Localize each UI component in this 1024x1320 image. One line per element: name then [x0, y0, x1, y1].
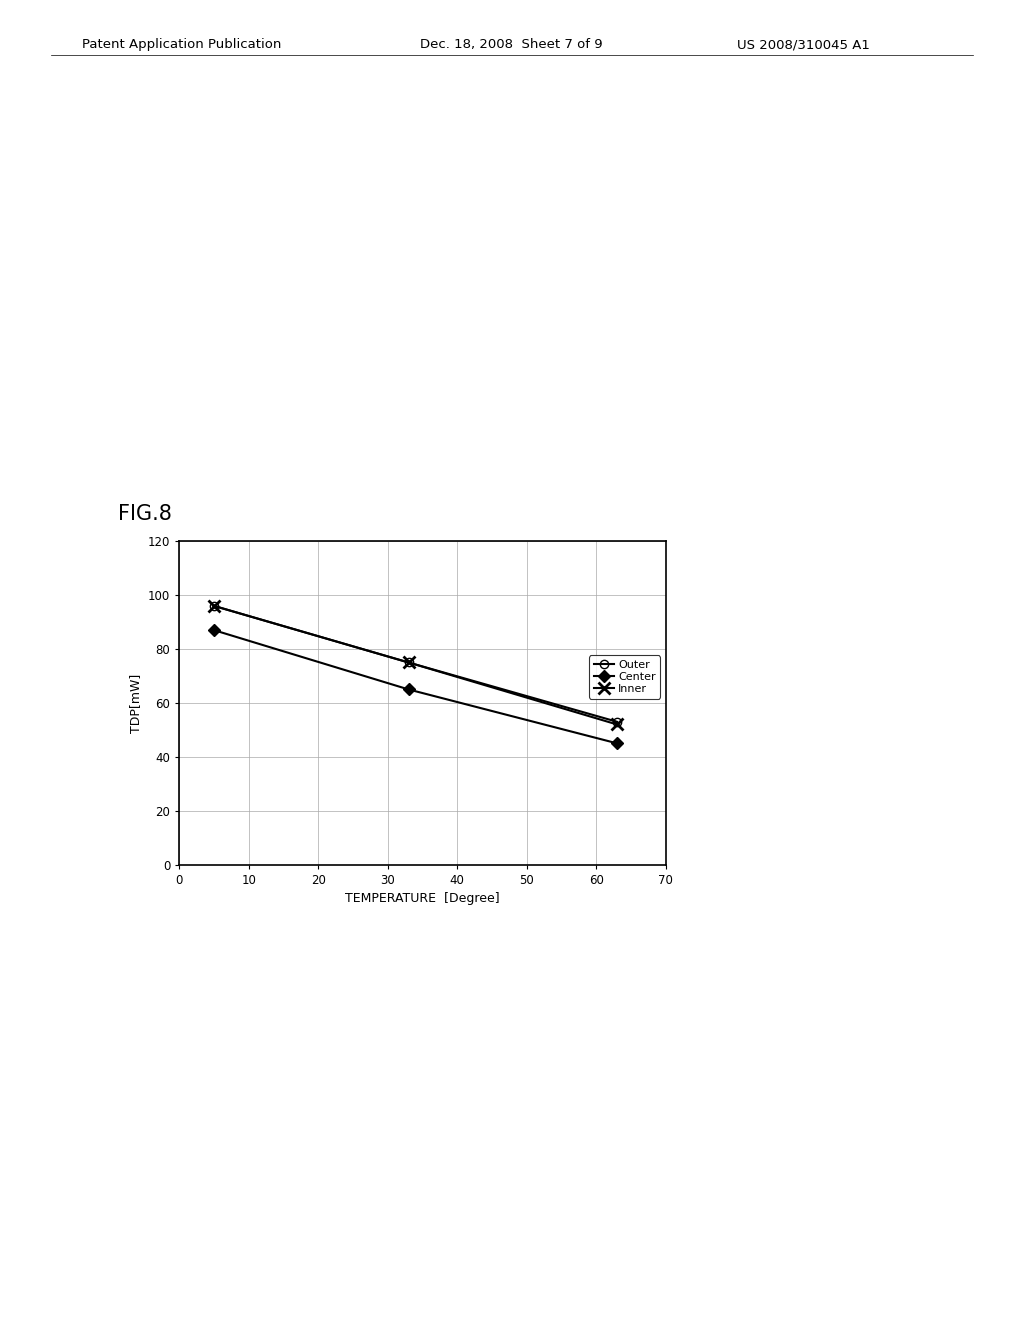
Center: [610, 735, 623, 751]
Line: Outer: Outer: [210, 602, 622, 726]
Inner: [402, 655, 415, 671]
Text: US 2008/310045 A1: US 2008/310045 A1: [737, 38, 870, 51]
Inner: [610, 717, 623, 733]
Center: [402, 681, 415, 697]
Center: [208, 622, 220, 638]
Inner: [208, 598, 220, 614]
Line: Center: Center: [210, 626, 622, 747]
Line: Inner: Inner: [209, 601, 623, 730]
Outer: [402, 655, 415, 671]
Outer: [208, 598, 220, 614]
Text: Dec. 18, 2008  Sheet 7 of 9: Dec. 18, 2008 Sheet 7 of 9: [420, 38, 602, 51]
X-axis label: TEMPERATURE  [Degree]: TEMPERATURE [Degree]: [345, 892, 500, 906]
Y-axis label: TDP[mW]: TDP[mW]: [129, 673, 142, 733]
Text: Patent Application Publication: Patent Application Publication: [82, 38, 282, 51]
Legend: Outer, Center, Inner: Outer, Center, Inner: [589, 655, 660, 698]
Text: FIG.8: FIG.8: [118, 504, 172, 524]
Outer: [610, 714, 623, 730]
